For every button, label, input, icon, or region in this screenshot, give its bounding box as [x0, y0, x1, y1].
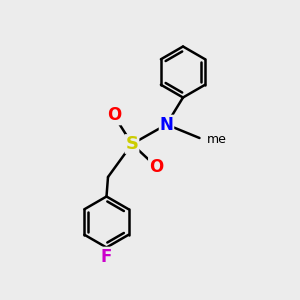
Text: me: me: [207, 133, 227, 146]
Text: S: S: [125, 135, 139, 153]
Text: O: O: [149, 158, 163, 175]
Text: F: F: [101, 248, 112, 266]
Text: N: N: [160, 116, 173, 134]
Text: O: O: [107, 106, 121, 124]
